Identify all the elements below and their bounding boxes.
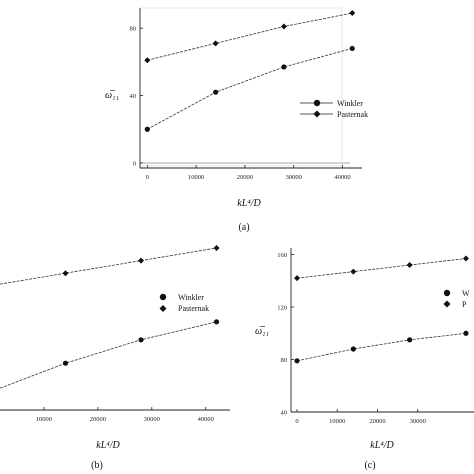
x-tick-label: 20000: [90, 416, 106, 423]
series-line-winkler: [0, 321, 217, 389]
x-tick-label: 40000: [334, 174, 350, 181]
x-tick-label: 20000: [369, 418, 385, 425]
panel-label: (b): [91, 460, 103, 471]
data-point-winkler: [463, 330, 469, 336]
data-point-winkler: [213, 89, 219, 95]
panel-label: (a): [238, 222, 249, 233]
x-tick-label: 20000: [237, 174, 253, 181]
data-point-pasternak: [350, 268, 357, 275]
data-point-pasternak: [294, 275, 301, 282]
legend-marker-pasternak: [443, 300, 451, 308]
legend-marker-pasternak: [313, 110, 321, 118]
y-tick-label: 80: [130, 26, 137, 33]
y-tick-label: 120: [277, 305, 287, 312]
x-tick-label: 10000: [188, 174, 204, 181]
x-tick-label: 0: [146, 174, 149, 181]
data-point-pasternak: [280, 23, 287, 30]
y-axis-label: ω̅₁₁: [255, 326, 269, 337]
legend: W P: [443, 289, 470, 309]
series-line-pasternak: [296, 258, 467, 279]
legend-label-winkler: Winkler: [337, 99, 363, 108]
data-point-winkler: [213, 319, 220, 325]
y-axis-label: ω̅₁₁: [105, 90, 119, 101]
legend-marker-winkler: [313, 99, 321, 107]
x-tick-label: 0: [295, 418, 298, 425]
x-axis-label: kL⁴/D: [96, 440, 120, 451]
data-point-pasternak: [138, 257, 145, 264]
legend-marker-pasternak: [159, 305, 167, 312]
legend-label-winkler: Winkler: [178, 293, 204, 302]
x-axis-label: kL⁴/D: [237, 198, 261, 209]
plot-frame: [139, 7, 343, 167]
y-tick-label: 80: [281, 357, 288, 364]
y-tick-label: 0: [133, 160, 136, 167]
data-point-pasternak: [213, 245, 220, 251]
panel-label: (c): [364, 460, 375, 471]
data-point-winkler: [138, 337, 144, 343]
data-point-winkler: [349, 45, 355, 52]
legend-label-winkler: W: [462, 289, 470, 298]
y-tick-group: 0 40 80: [130, 26, 143, 167]
panel-b-chart: 10000 20000 30000 40000 kL⁴/D (b) Winkler P…: [0, 245, 230, 471]
y-tick-label: 40: [130, 93, 137, 100]
y-tick-label: 160: [277, 252, 287, 259]
x-tick-label: 40000: [198, 416, 214, 423]
data-point-pasternak: [406, 262, 413, 269]
x-tick-label: 10000: [36, 416, 52, 423]
x-tick-label: 30000: [410, 418, 426, 425]
legend-label-pasternak: Pasternak: [178, 304, 209, 313]
data-point-pasternak: [62, 270, 69, 277]
legend-label-pasternak: Pasternak: [337, 110, 368, 119]
data-point-winkler: [407, 337, 413, 343]
series-line-pasternak: [0, 247, 217, 285]
panel-c-chart: 0 10000 20000 30000 40 80 120 160 kL⁴/D ω̅₁₁ (…: [255, 248, 474, 471]
data-point-pasternak: [462, 255, 469, 262]
legend: Winkler Pasternak: [159, 293, 209, 313]
x-tick-group: 0 10000 20000 30000: [295, 409, 426, 425]
series-layer: [144, 10, 356, 132]
series-layer: [294, 255, 469, 364]
data-point-pasternak: [212, 40, 219, 47]
series-line-pasternak: [147, 12, 353, 61]
legend-marker-winkler: [159, 293, 167, 301]
data-point-winkler: [294, 358, 300, 364]
data-point-winkler: [144, 126, 150, 132]
y-tick-group: 40 80 120 160: [277, 252, 294, 417]
y-tick-label: 40: [281, 410, 288, 417]
legend-marker-winkler: [443, 289, 451, 297]
x-tick-label: 30000: [286, 174, 302, 181]
data-point-winkler: [281, 64, 287, 70]
data-point-winkler: [350, 346, 356, 352]
data-point-pasternak: [349, 10, 356, 17]
series-line-winkler: [147, 48, 353, 130]
x-tick-group: 10000 20000 30000 40000: [36, 407, 214, 423]
x-tick-label: 30000: [144, 416, 160, 423]
x-tick-label: 10000: [329, 418, 345, 425]
panel-a-chart: 0 10000 20000 30000 40000 0 40 80 kL⁴/D ω̅₁₁ (…: [105, 7, 368, 233]
x-tick-group: 0 10000 20000 30000 40000: [146, 165, 351, 181]
x-axis-label: kL⁴/D: [370, 440, 394, 451]
legend-label-pasternak: P: [462, 300, 467, 309]
data-point-winkler: [62, 360, 69, 366]
series-line-winkler: [296, 332, 467, 362]
legend: Winkler Pasternak: [300, 99, 368, 119]
data-point-pasternak: [144, 57, 151, 64]
series-layer: [0, 245, 220, 389]
